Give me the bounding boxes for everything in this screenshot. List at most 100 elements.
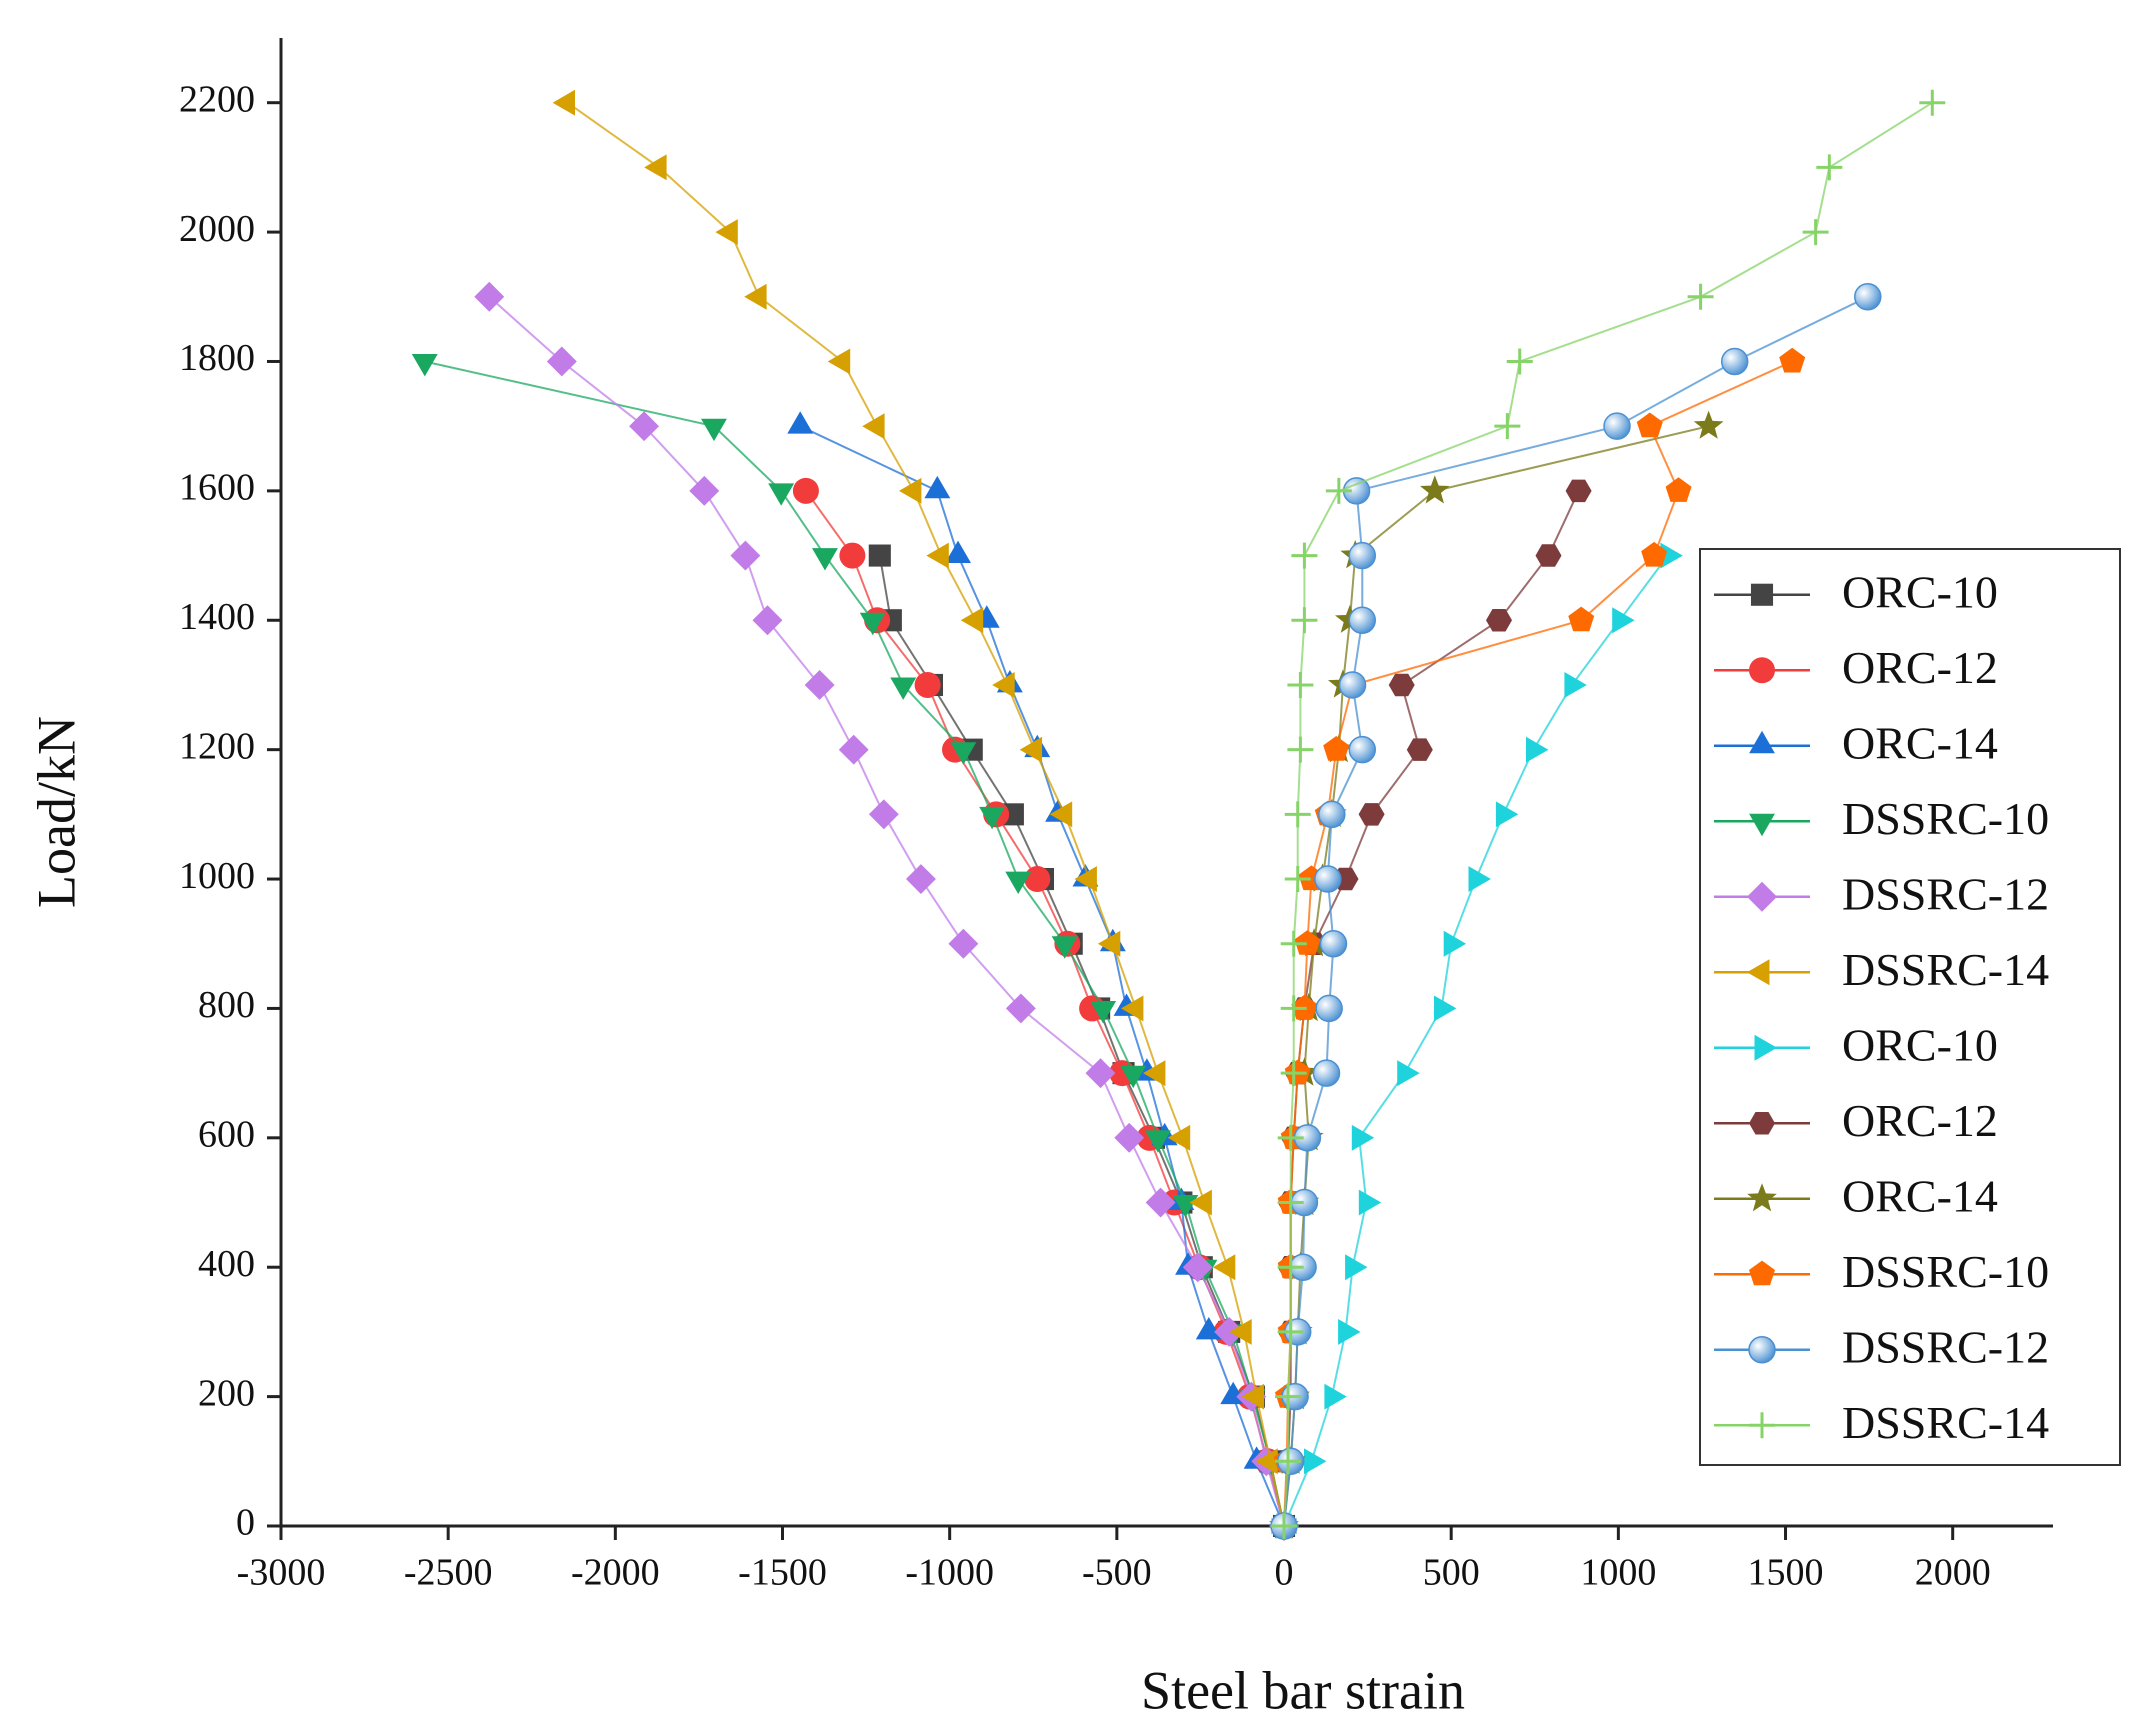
y-tick-label: 2200 — [179, 78, 255, 120]
marker-sphere — [1854, 283, 1882, 311]
y-tick-label: 800 — [198, 984, 255, 1026]
marker-triangle — [1564, 672, 1587, 698]
marker-circle — [792, 477, 819, 504]
y-tick-label: 400 — [198, 1243, 255, 1285]
marker-pentagon — [1636, 412, 1663, 438]
y-tick-label: 1000 — [179, 855, 255, 897]
marker-triangle — [787, 411, 814, 434]
y-axis-title: Load/kN — [26, 716, 86, 908]
x-tick-label: -1000 — [905, 1552, 994, 1594]
legend-text: ORC-12 — [1842, 642, 1998, 693]
marker-plus — [1749, 1412, 1775, 1439]
marker-triangle — [812, 548, 838, 571]
marker-triangle — [926, 542, 949, 569]
marker-plus — [1280, 1060, 1307, 1087]
x-tick-label: 1500 — [1748, 1552, 1824, 1594]
marker-sphere — [1748, 1336, 1776, 1364]
marker-pentagon — [1568, 606, 1595, 632]
marker-diamond — [689, 475, 720, 506]
marker-triangle — [890, 677, 917, 700]
x-tick-label: -2000 — [571, 1552, 660, 1594]
marker-plus — [1275, 1448, 1302, 1475]
y-tick-label: 1600 — [179, 467, 255, 509]
legend-text: ORC-12 — [1842, 1095, 1998, 1146]
marker-hexagon — [1749, 1112, 1775, 1135]
marker-plus — [1280, 995, 1307, 1022]
marker-triangle — [1304, 1448, 1327, 1475]
legend-text: ORC-14 — [1842, 717, 1998, 768]
marker-triangle — [768, 483, 795, 506]
legend-text: ORC-10 — [1842, 566, 1998, 617]
y-tick-label: 200 — [198, 1372, 255, 1414]
marker-plus — [1687, 283, 1714, 310]
y-tick-label: 1200 — [179, 725, 255, 767]
marker-triangle — [1212, 1254, 1236, 1281]
marker-pentagon — [1294, 930, 1321, 955]
marker-triangle — [1612, 607, 1635, 634]
marker-plus — [1802, 219, 1829, 246]
marker-diamond — [1182, 1252, 1213, 1283]
marker-triangle — [1097, 930, 1121, 957]
marker-triangle — [1749, 813, 1775, 837]
marker-triangle — [1754, 1034, 1777, 1061]
marker-diamond — [1085, 1058, 1116, 1089]
marker-diamond — [804, 670, 835, 700]
marker-plus — [1919, 89, 1946, 116]
y-tick-label: 2000 — [179, 208, 255, 250]
marker-triangle — [1121, 995, 1144, 1022]
marker-triangle — [1143, 1060, 1166, 1087]
marker-triangle — [1397, 1060, 1420, 1087]
marker-plus — [1277, 1124, 1304, 1151]
marker-hexagon — [1388, 673, 1415, 697]
marker-triangle — [1090, 1001, 1117, 1024]
marker-sphere — [1312, 1059, 1341, 1087]
marker-triangle — [744, 283, 767, 310]
marker-hexagon — [1535, 544, 1562, 567]
marker-triangle — [950, 742, 977, 765]
x-tick-label: 0 — [1275, 1552, 1294, 1594]
series-line — [805, 490, 1285, 1527]
marker-diamond — [1145, 1187, 1176, 1218]
marker-triangle — [1241, 1383, 1265, 1410]
marker-diamond — [474, 281, 505, 312]
marker-diamond — [629, 411, 659, 442]
marker-triangle — [1005, 871, 1032, 894]
marker-pentagon — [1779, 347, 1806, 373]
marker-triangle — [715, 219, 738, 245]
legend-text: ORC-10 — [1842, 1019, 1998, 1070]
marker-triangle — [411, 354, 438, 377]
marker-square — [868, 544, 891, 567]
legend-box — [1699, 548, 2121, 1466]
marker-plus — [1271, 1513, 1298, 1539]
marker-triangle — [899, 477, 922, 504]
series-line — [424, 360, 1285, 1527]
marker-circle — [914, 671, 941, 698]
marker-sphere — [1348, 606, 1377, 635]
marker-circle — [1749, 657, 1775, 684]
x-axis-title: Steel bar strain — [1141, 1660, 1465, 1720]
marker-plus — [1284, 801, 1311, 828]
marker-diamond — [868, 799, 899, 830]
x-tick-label: 500 — [1423, 1552, 1480, 1594]
marker-triangle — [1051, 936, 1078, 959]
marker-sphere — [1338, 671, 1367, 699]
series-line — [488, 296, 1285, 1527]
marker-sphere — [1314, 865, 1342, 893]
series-line — [566, 101, 1285, 1527]
legend-text: ORC-14 — [1842, 1170, 1998, 1221]
marker-pentagon — [1641, 541, 1668, 567]
marker-hexagon — [1406, 738, 1433, 761]
marker-pentagon — [1323, 736, 1350, 761]
y-tick-label: 1800 — [179, 337, 255, 379]
marker-plus — [1277, 1318, 1304, 1345]
marker-triangle — [1019, 736, 1043, 763]
y-tick-label: 600 — [198, 1114, 255, 1156]
marker-triangle — [827, 348, 851, 375]
legend-text: DSSRC-14 — [1842, 1397, 2049, 1448]
marker-sphere — [1319, 929, 1348, 958]
marker-diamond — [1214, 1317, 1245, 1347]
marker-triangle — [960, 607, 984, 634]
marker-plus — [1287, 671, 1314, 698]
marker-triangle — [1195, 1317, 1222, 1340]
y-tick-label: 1400 — [179, 596, 255, 638]
